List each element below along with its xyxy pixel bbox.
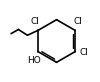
Text: Cl: Cl (74, 17, 83, 26)
Text: HO: HO (27, 56, 41, 65)
Text: Cl: Cl (30, 17, 39, 26)
Text: Cl: Cl (80, 48, 89, 57)
